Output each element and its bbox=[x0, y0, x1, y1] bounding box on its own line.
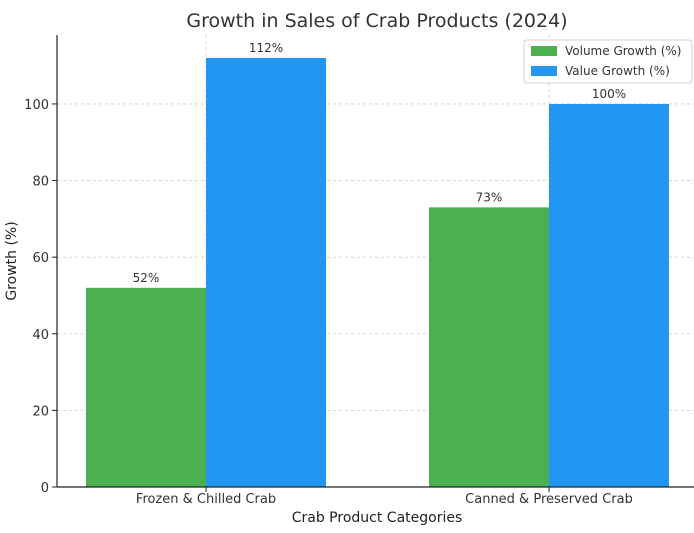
legend-label-value: Value Growth (%) bbox=[565, 64, 670, 78]
data-labels: 52% 73% 112% 100% bbox=[133, 41, 626, 285]
y-tick-label: 20 bbox=[32, 404, 49, 419]
legend: Volume Growth (%) Value Growth (%) bbox=[523, 39, 693, 84]
data-label: 73% bbox=[476, 190, 503, 204]
bar-volume-0 bbox=[86, 287, 206, 487]
bar-value-1 bbox=[549, 103, 669, 487]
y-axis-title: Growth (%) bbox=[4, 221, 20, 300]
axes bbox=[56, 35, 694, 488]
legend-label-volume: Volume Growth (%) bbox=[565, 44, 681, 58]
chart-title: Growth in Sales of Crab Products (2024) bbox=[186, 10, 567, 32]
x-tick-label: Canned & Preserved Crab bbox=[465, 492, 633, 507]
legend-box bbox=[523, 39, 693, 84]
y-tick-label: 100 bbox=[24, 98, 49, 113]
y-tick-label: 40 bbox=[32, 328, 49, 343]
data-label: 100% bbox=[592, 87, 626, 101]
data-label: 112% bbox=[249, 41, 283, 55]
x-tick-label: Frozen & Chilled Crab bbox=[136, 492, 276, 507]
bars bbox=[86, 57, 669, 488]
bar-value-0 bbox=[206, 57, 326, 487]
legend-swatch-volume bbox=[531, 46, 557, 56]
y-tick-label: 80 bbox=[32, 175, 49, 190]
y-ticks: 0 20 40 60 80 100 bbox=[24, 98, 57, 496]
legend-swatch-value bbox=[531, 66, 557, 76]
y-tick-label: 60 bbox=[32, 251, 49, 266]
x-axis-title: Crab Product Categories bbox=[292, 510, 463, 526]
bar-volume-1 bbox=[429, 207, 549, 488]
data-label: 52% bbox=[133, 271, 160, 285]
x-ticks: Frozen & Chilled Crab Canned & Preserved … bbox=[136, 487, 633, 507]
y-tick-label: 0 bbox=[41, 481, 49, 496]
